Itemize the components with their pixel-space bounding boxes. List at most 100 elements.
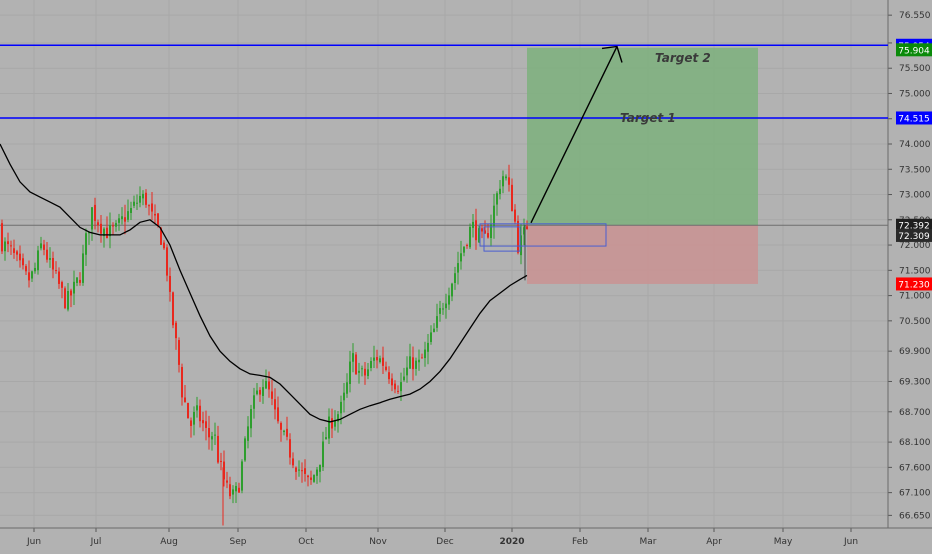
candle-body xyxy=(502,176,504,187)
y-tick-label: 70.500 xyxy=(899,317,931,327)
candle-body xyxy=(379,358,381,363)
consolidation-box-inner[interactable] xyxy=(483,226,521,252)
candle-body xyxy=(73,281,75,294)
target-price-tag xyxy=(896,43,932,57)
candle-body xyxy=(385,366,387,370)
stop-price-tag-label: 71.230 xyxy=(898,280,930,290)
candle-body xyxy=(61,282,63,288)
candle-body xyxy=(346,382,348,394)
candle-body xyxy=(355,354,357,375)
candle-body xyxy=(427,342,429,352)
candle-body xyxy=(280,422,282,430)
candle-body xyxy=(523,227,525,235)
candle-body xyxy=(481,228,483,232)
candle-body xyxy=(247,426,249,441)
x-tick-label: Mar xyxy=(640,537,657,547)
candle-body xyxy=(214,434,216,436)
candle-body xyxy=(25,266,27,272)
candle-body xyxy=(211,436,213,440)
projection-arrow[interactable] xyxy=(530,46,618,224)
candle-body xyxy=(265,380,267,389)
candle-body xyxy=(478,228,480,243)
candle-body xyxy=(250,409,252,429)
candle-body xyxy=(175,322,177,339)
candle-body xyxy=(352,353,354,362)
stop-price-tag xyxy=(896,277,932,291)
candle-body xyxy=(274,399,276,410)
candle-body xyxy=(232,489,234,495)
candle-body xyxy=(409,356,411,369)
y-tick-label: 74.000 xyxy=(899,140,931,150)
candle-body xyxy=(370,361,372,369)
candle-body xyxy=(178,340,180,365)
candle-body xyxy=(187,402,189,419)
candle-body xyxy=(283,430,285,433)
candle-body xyxy=(397,390,399,392)
candle-body xyxy=(208,428,210,438)
x-tick-label: Dec xyxy=(436,537,453,547)
candle-body xyxy=(343,392,345,401)
candle-body xyxy=(28,272,30,281)
y-tick-label: 67.100 xyxy=(899,489,931,499)
candle-body xyxy=(16,251,18,255)
candle-body xyxy=(154,213,156,216)
candle-body xyxy=(64,288,66,309)
y-tick-label: 73.500 xyxy=(899,165,931,175)
candle-body xyxy=(460,253,462,262)
candle-body xyxy=(181,367,183,398)
candle-body xyxy=(298,469,300,471)
consolidation-box[interactable] xyxy=(479,223,607,247)
candle-body xyxy=(43,244,45,250)
candle-body xyxy=(400,382,402,392)
candle-body xyxy=(94,204,96,221)
candle-body xyxy=(457,263,459,273)
candle-body xyxy=(253,395,255,409)
y-tick-label: 75.000 xyxy=(899,89,931,99)
candle-body xyxy=(331,418,333,429)
candle-body xyxy=(136,202,138,204)
candle-body xyxy=(382,357,384,366)
candle-body xyxy=(124,217,126,222)
candle-body xyxy=(91,207,93,230)
candle-body xyxy=(295,467,297,472)
x-tick-label: Apr xyxy=(706,537,722,547)
loss-zone xyxy=(527,225,758,284)
candle-body xyxy=(301,470,303,472)
candle-body xyxy=(499,188,501,195)
candle-body xyxy=(310,477,312,480)
candle-body xyxy=(193,411,195,425)
x-tick-label: Nov xyxy=(369,537,387,547)
candle-body xyxy=(514,209,516,222)
candle-body xyxy=(406,367,408,376)
profit-zone xyxy=(527,47,758,226)
candle-body xyxy=(4,241,6,252)
candle-body xyxy=(259,389,261,395)
candle-body xyxy=(358,370,360,373)
candle-body xyxy=(121,216,123,220)
ma-value-tag xyxy=(896,228,932,242)
candle-body xyxy=(55,270,57,272)
x-tick-label: Jun xyxy=(843,537,858,547)
annotation-target-1: Target 1 xyxy=(620,111,676,125)
candle-body xyxy=(316,469,318,476)
candle-body xyxy=(493,205,495,227)
candle-body xyxy=(184,397,186,402)
candle-body xyxy=(520,235,522,256)
candle-body xyxy=(85,233,87,255)
candle-body xyxy=(34,267,36,272)
candle-body xyxy=(40,243,42,249)
candle-body xyxy=(322,441,324,468)
candle-body xyxy=(37,250,39,271)
candle-body xyxy=(22,258,24,266)
candle-body xyxy=(340,401,342,414)
candle-body xyxy=(424,349,426,359)
candle-body xyxy=(82,253,84,283)
x-tick-label: Oct xyxy=(298,537,314,547)
candle-body xyxy=(469,226,471,248)
y-tick-label: 69.300 xyxy=(899,377,931,387)
candle-body xyxy=(238,487,240,493)
candle-body xyxy=(67,291,69,310)
candle-body xyxy=(325,437,327,440)
